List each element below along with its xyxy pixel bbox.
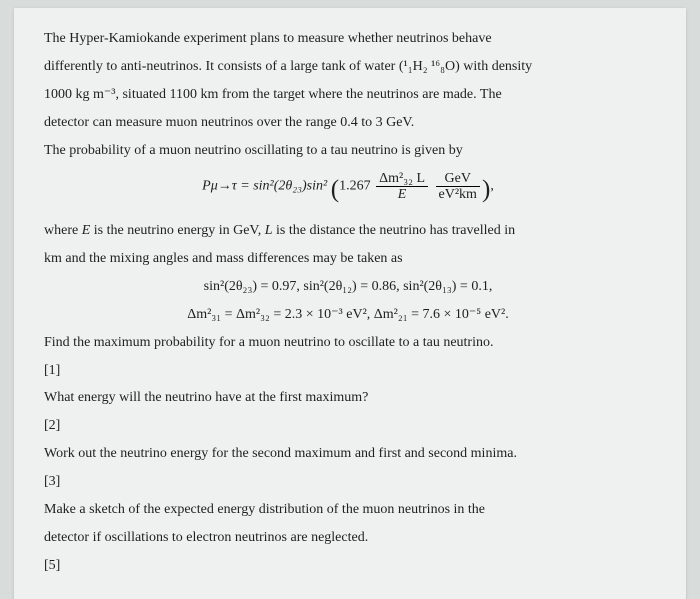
- text: 1000 kg m⁻³, situated 1100 km from the t…: [44, 87, 502, 102]
- text: What energy will the neutrino have at th…: [44, 390, 368, 405]
- frac-main: Δm²₃₂ L E: [376, 171, 428, 203]
- frac-units: GeV eV²km: [436, 171, 480, 203]
- lparen: (: [331, 176, 339, 203]
- text: Make a sketch of the expected energy dis…: [44, 502, 485, 517]
- text: [5]: [44, 558, 60, 573]
- unit-num: GeV: [436, 171, 480, 187]
- main-formula: Pμ→τ = sin²(2θ₂₃)sin² (1.267 Δm²₃₂ L E G…: [44, 167, 652, 214]
- question-3: Work out the neutrino energy for the sec…: [44, 441, 652, 467]
- text: The Hyper-Kamiokande experiment plans to…: [44, 31, 492, 46]
- formula-const: 1.267: [339, 179, 371, 194]
- text: detector if oscillations to electron neu…: [44, 530, 368, 545]
- question-4-marks: [5]: [44, 553, 652, 579]
- text: differently to anti-neutrinos. It consis…: [44, 59, 404, 74]
- text: is the distance the neutrino has travell…: [273, 223, 516, 238]
- rparen: ): [482, 176, 490, 203]
- text: sin²(2θ₂₃) = 0.97, sin²(2θ₁₂) = 0.86, si…: [204, 279, 493, 294]
- var-L: L: [265, 223, 273, 238]
- para-3: 1000 kg m⁻³, situated 1100 km from the t…: [44, 82, 652, 108]
- para-1: The Hyper-Kamiokande experiment plans to…: [44, 26, 652, 52]
- text: where: [44, 223, 82, 238]
- frac-den: E: [376, 187, 428, 202]
- mixing-line-1: sin²(2θ₂₃) = 0.97, sin²(2θ₁₂) = 0.86, si…: [44, 274, 652, 300]
- para-5: The probability of a muon neutrino oscil…: [44, 138, 652, 164]
- unit-den: eV²km: [436, 187, 480, 202]
- text: The probability of a muon neutrino oscil…: [44, 143, 463, 158]
- formula-lhs: Pμ→τ = sin²(2θ₂₃)sin²: [202, 179, 327, 194]
- para-2: differently to anti-neutrinos. It consis…: [44, 54, 652, 80]
- water-formula: ¹₁H₂ ¹⁶₈O: [404, 59, 456, 74]
- text: ) with density: [455, 59, 532, 74]
- para-6: where E is the neutrino energy in GeV, L…: [44, 218, 652, 244]
- para-7: km and the mixing angles and mass differ…: [44, 246, 652, 272]
- text: Find the maximum probability for a muon …: [44, 335, 493, 350]
- text: Δm²₃₁ = Δm²₃₂ = 2.3 × 10⁻³ eV², Δm²₂₁ = …: [187, 307, 508, 322]
- problem-page: The Hyper-Kamiokande experiment plans to…: [14, 8, 686, 599]
- mixing-line-2: Δm²₃₁ = Δm²₃₂ = 2.3 × 10⁻³ eV², Δm²₂₁ = …: [44, 302, 652, 328]
- text: [2]: [44, 418, 60, 433]
- question-3-marks: [3]: [44, 469, 652, 495]
- question-4b: detector if oscillations to electron neu…: [44, 525, 652, 551]
- var-E: E: [82, 223, 91, 238]
- text: detector can measure muon neutrinos over…: [44, 115, 414, 130]
- text: km and the mixing angles and mass differ…: [44, 251, 403, 266]
- text: is the neutrino energy in GeV,: [90, 223, 264, 238]
- text: [3]: [44, 474, 60, 489]
- text: Work out the neutrino energy for the sec…: [44, 446, 517, 461]
- para-4: detector can measure muon neutrinos over…: [44, 110, 652, 136]
- frac-num: Δm²₃₂ L: [376, 171, 428, 187]
- question-1: Find the maximum probability for a muon …: [44, 330, 652, 356]
- text: [1]: [44, 363, 60, 378]
- question-4a: Make a sketch of the expected energy dis…: [44, 497, 652, 523]
- question-2: What energy will the neutrino have at th…: [44, 385, 652, 411]
- question-2-marks: [2]: [44, 413, 652, 439]
- question-1-marks: [1]: [44, 358, 652, 384]
